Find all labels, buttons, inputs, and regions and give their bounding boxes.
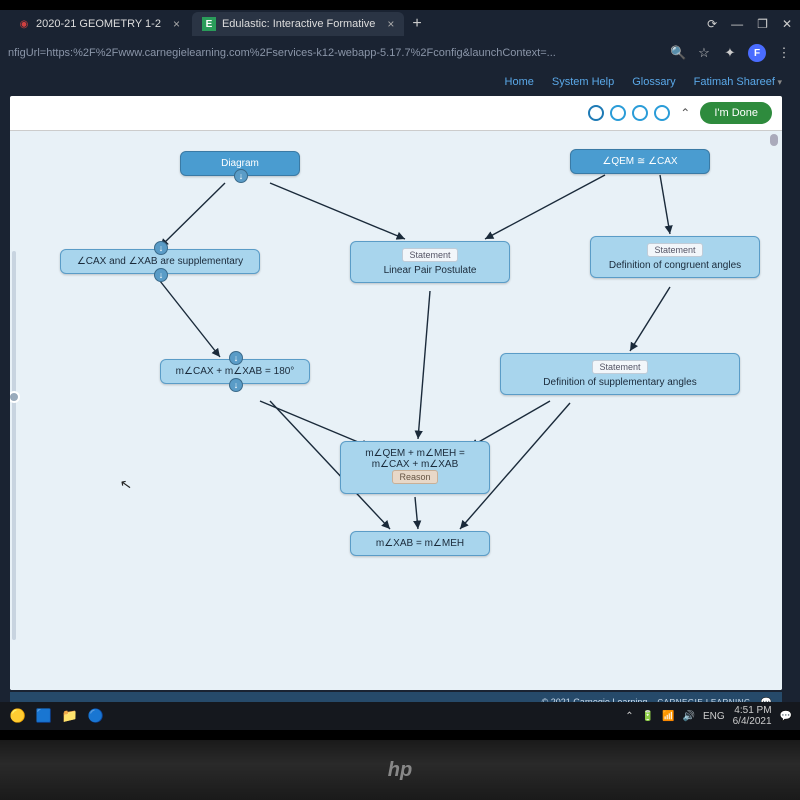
tray-lang[interactable]: ENG: [703, 711, 725, 722]
timeline-knob[interactable]: [10, 391, 20, 403]
extensions-icon[interactable]: ✦: [722, 45, 738, 61]
tab-close-icon[interactable]: ×: [173, 17, 180, 31]
window-controls: ⟳ — ❐ ✕: [707, 17, 792, 31]
node-label: Linear Pair Postulate: [384, 265, 477, 276]
close-icon[interactable]: ✕: [782, 17, 792, 31]
node-final[interactable]: m∠XAB = m∠MEH: [350, 531, 490, 556]
sync-icon[interactable]: ⟳: [707, 17, 717, 31]
star-icon[interactable]: ☆: [696, 45, 712, 61]
tray-battery-icon[interactable]: 🔋: [642, 711, 654, 722]
menu-icon[interactable]: ⋮: [776, 45, 792, 61]
vertical-scrollbar[interactable]: [770, 130, 780, 680]
laptop-bezel: hp: [0, 740, 800, 800]
taskbar-clock[interactable]: 4:51 PM 6/4/2021: [733, 705, 772, 727]
tab-edulastic[interactable]: E Edulastic: Interactive Formative ×: [192, 12, 404, 36]
clock-date: 6/4/2021: [733, 716, 772, 727]
chrome-icon[interactable]: 🟡: [8, 706, 28, 726]
windows-taskbar: 🟡 🟦 📁 🔵 ⌃ 🔋 📶 🔊 ENG 4:51 PM 6/4/2021 💬: [0, 702, 800, 730]
notifications-icon[interactable]: 💬: [780, 711, 792, 722]
tag-statement: Statement: [647, 243, 702, 257]
node-label: m∠XAB = m∠MEH: [376, 538, 464, 549]
url-text[interactable]: nfigUrl=https:%2F%2Fwww.carnegielearning…: [8, 47, 660, 59]
workspace: ⌃ I'm Done: [10, 96, 782, 690]
tab-favicon-e: E: [202, 17, 216, 31]
profile-badge[interactable]: F: [748, 44, 766, 62]
expand-icon[interactable]: ↓: [154, 241, 168, 255]
expand-icon[interactable]: ↓: [154, 268, 168, 282]
tab-favicon-circle: ◉: [18, 18, 30, 30]
mouse-cursor-icon: ↖: [119, 475, 134, 494]
new-tab-button[interactable]: +: [412, 15, 421, 33]
address-bar: nfigUrl=https:%2F%2Fwww.carnegielearning…: [0, 38, 800, 68]
browser-tabstrip: ◉ 2020-21 GEOMETRY 1-2 × E Edulastic: In…: [0, 10, 800, 38]
im-done-button[interactable]: I'm Done: [700, 102, 772, 124]
node-diagram[interactable]: Diagram ↓: [180, 151, 300, 176]
progress-dot[interactable]: [632, 105, 648, 121]
expand-icon[interactable]: ↓: [234, 169, 248, 183]
tab-geometry[interactable]: ◉ 2020-21 GEOMETRY 1-2 ×: [8, 12, 190, 36]
system-tray: ⌃ 🔋 📶 🔊 ENG 4:51 PM 6/4/2021 💬: [625, 705, 792, 727]
tab-label: 2020-21 GEOMETRY 1-2: [36, 18, 161, 30]
timeline-rail[interactable]: [12, 251, 16, 640]
search-icon[interactable]: 🔍: [670, 45, 686, 61]
node-sum-180[interactable]: ↓ m∠CAX + m∠XAB = 180° ↓: [160, 359, 310, 384]
node-label: Definition of supplementary angles: [543, 377, 696, 388]
nav-home[interactable]: Home: [505, 76, 534, 88]
maximize-icon[interactable]: ❐: [757, 17, 768, 31]
app-topnav: Home System Help Glossary Fatimah Sharee…: [0, 68, 800, 96]
hp-logo: hp: [388, 759, 412, 782]
file-explorer-icon[interactable]: 📁: [60, 706, 80, 726]
node-substitution[interactable]: m∠QEM + m∠MEH = m∠CAX + m∠XAB Reason: [340, 441, 490, 494]
workspace-toolbar: ⌃ I'm Done: [588, 102, 772, 124]
collapse-caret-icon[interactable]: ⌃: [680, 106, 690, 120]
node-label: ∠CAX and ∠XAB are supplementary: [77, 256, 243, 267]
nav-systemhelp[interactable]: System Help: [552, 76, 614, 88]
node-label: Definition of congruent angles: [609, 260, 741, 271]
screen: ◉ 2020-21 GEOMETRY 1-2 × E Edulastic: In…: [0, 10, 800, 730]
progress-dot[interactable]: [588, 105, 604, 121]
node-label: m∠CAX + m∠XAB = 180°: [176, 366, 295, 377]
progress-dot[interactable]: [654, 105, 670, 121]
node-label: Diagram: [221, 158, 259, 169]
edges-layer: [10, 131, 782, 690]
node-qem-cax[interactable]: ∠QEM ≅ ∠CAX: [570, 149, 710, 174]
node-label: ∠QEM ≅ ∠CAX: [602, 156, 677, 167]
expand-icon[interactable]: ↓: [229, 378, 243, 392]
edge-icon[interactable]: 🔵: [86, 706, 106, 726]
node-def-congruent[interactable]: Statement Definition of congruent angles: [590, 236, 760, 278]
teams-icon[interactable]: 🟦: [34, 706, 54, 726]
progress-dot[interactable]: [610, 105, 626, 121]
nav-glossary[interactable]: Glossary: [632, 76, 675, 88]
tag-statement: Statement: [592, 360, 647, 374]
tray-wifi-icon[interactable]: 📶: [662, 711, 674, 722]
node-linear-pair[interactable]: Statement Linear Pair Postulate: [350, 241, 510, 283]
node-label: m∠QEM + m∠MEH = m∠CAX + m∠XAB: [365, 448, 465, 470]
tray-volume-icon[interactable]: 🔊: [682, 711, 694, 722]
node-supplementary[interactable]: ↓ ∠CAX and ∠XAB are supplementary ↓: [60, 249, 260, 274]
tag-reason[interactable]: Reason: [392, 470, 437, 484]
node-def-supp[interactable]: Statement Definition of supplementary an…: [500, 353, 740, 395]
clock-time: 4:51 PM: [733, 705, 772, 716]
tab-close-icon[interactable]: ×: [387, 17, 394, 31]
expand-icon[interactable]: ↓: [229, 351, 243, 365]
nav-username[interactable]: Fatimah Shareef: [694, 76, 782, 88]
tag-statement: Statement: [402, 248, 457, 262]
proof-canvas[interactable]: Diagram ↓ ∠QEM ≅ ∠CAX ↓ ∠CAX and ∠XAB ar…: [10, 130, 782, 690]
minimize-icon[interactable]: —: [731, 17, 743, 31]
tray-chevron-icon[interactable]: ⌃: [625, 711, 633, 722]
scroll-thumb[interactable]: [770, 134, 778, 146]
tab-label: Edulastic: Interactive Formative: [222, 18, 375, 30]
